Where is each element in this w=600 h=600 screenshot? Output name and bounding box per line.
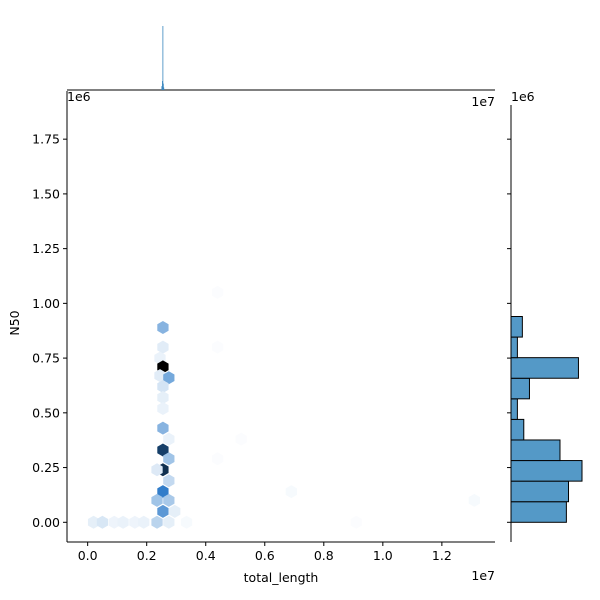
hexbin-12 [163, 452, 175, 466]
hexbin-6 [157, 380, 169, 394]
marginal-x-bar-0 [161, 86, 163, 90]
x-tick-label-1: 0.2 [137, 548, 157, 563]
marginal-x-bar-4 [163, 87, 165, 90]
hexbin-27 [129, 515, 141, 529]
y-axis-label: N50 [7, 310, 22, 335]
hexbin-16 [157, 485, 169, 499]
y-tick-label-1: 0.25 [32, 460, 60, 475]
x-tick-label-6: 1.2 [432, 548, 452, 563]
y-tick-label-2: 0.50 [32, 405, 60, 420]
hexbin-32 [211, 452, 224, 466]
y-tick-label-6: 1.50 [32, 186, 60, 201]
hexbin-17 [151, 493, 163, 507]
hexbin-22 [163, 515, 175, 529]
marginal-y-bar-5 [510, 398, 518, 420]
hexbin-0 [157, 320, 169, 334]
marginal-y-bar-7 [510, 357, 579, 379]
hexbin-24 [96, 515, 109, 529]
hexbin-23 [87, 515, 100, 529]
hexbin-14 [151, 463, 163, 477]
marginal-y-bar-6 [510, 377, 530, 400]
hexbin-9 [157, 421, 169, 435]
x-tick-label-3: 0.6 [255, 548, 275, 563]
marginal-y-bar-4 [510, 418, 525, 441]
hexbin-20 [169, 504, 181, 518]
hexbin-26 [117, 515, 129, 529]
x-tick-label-5: 1.0 [373, 548, 393, 563]
marginal-x-bar-1 [162, 81, 163, 90]
y-offset-label-marginal: 1e6 [511, 89, 535, 104]
hexbin-33 [235, 432, 247, 446]
hexbin-18 [163, 493, 175, 507]
marginal-x-bar-2 [162, 26, 164, 90]
x-tick-label-4: 0.8 [314, 548, 334, 563]
hexbin-31 [211, 340, 224, 354]
marginal-y-bar-0 [510, 501, 567, 523]
hexbin-10 [163, 432, 175, 446]
y-offset-label-main: 1e6 [67, 89, 91, 104]
y-tick-label-7: 1.75 [32, 132, 60, 147]
hexbin-36 [468, 493, 480, 507]
hexbin-25 [108, 515, 120, 529]
marginal-y-bar-2 [510, 460, 583, 482]
x-offset-label: 1e7 [471, 568, 495, 583]
y-tick-label-5: 1.25 [32, 241, 60, 256]
marginal-y-bar-1 [510, 480, 570, 503]
hexbin-1 [157, 340, 169, 354]
y-tick-label-3: 0.75 [32, 351, 60, 366]
marginal-x-histogram [67, 26, 495, 91]
hexbin-35 [350, 515, 362, 529]
y-tick-label-4: 1.00 [32, 296, 60, 311]
y-tick-label-0: 0.00 [32, 515, 60, 530]
hexbin-19 [157, 504, 169, 518]
x-tick-label-0: 0.0 [78, 548, 98, 563]
marginal-y-bar-8 [510, 336, 518, 359]
marginal-y-bar-9 [510, 316, 523, 338]
marginal-x-bar-3 [162, 83, 164, 90]
hexbin-28 [138, 515, 150, 529]
x-offset-label-marginal: 1e7 [471, 94, 495, 109]
marginal-y-histogram [507, 105, 583, 542]
axes-layer: 0.0 0.2 0.4 0.6 0.8 1.0 1.2 0.00 0.25 0.50 0.75 1.0… [32, 91, 495, 563]
x-tick-label-2: 0.4 [196, 548, 216, 563]
x-axis-label: total_length [244, 570, 319, 585]
hexbin-4 [154, 369, 166, 383]
hexbin-21 [151, 515, 163, 529]
hexbin-30 [211, 285, 224, 299]
hexbin-34 [285, 485, 297, 499]
marginal-y-bar-3 [510, 439, 561, 462]
hexbin-7 [157, 391, 169, 404]
hexbin-15 [163, 474, 175, 488]
hexbin-29 [180, 515, 193, 529]
hexbin-layer [87, 285, 480, 529]
hexbin-5 [163, 371, 175, 385]
hexbin-11 [157, 443, 169, 457]
hexbin-8 [157, 401, 169, 415]
